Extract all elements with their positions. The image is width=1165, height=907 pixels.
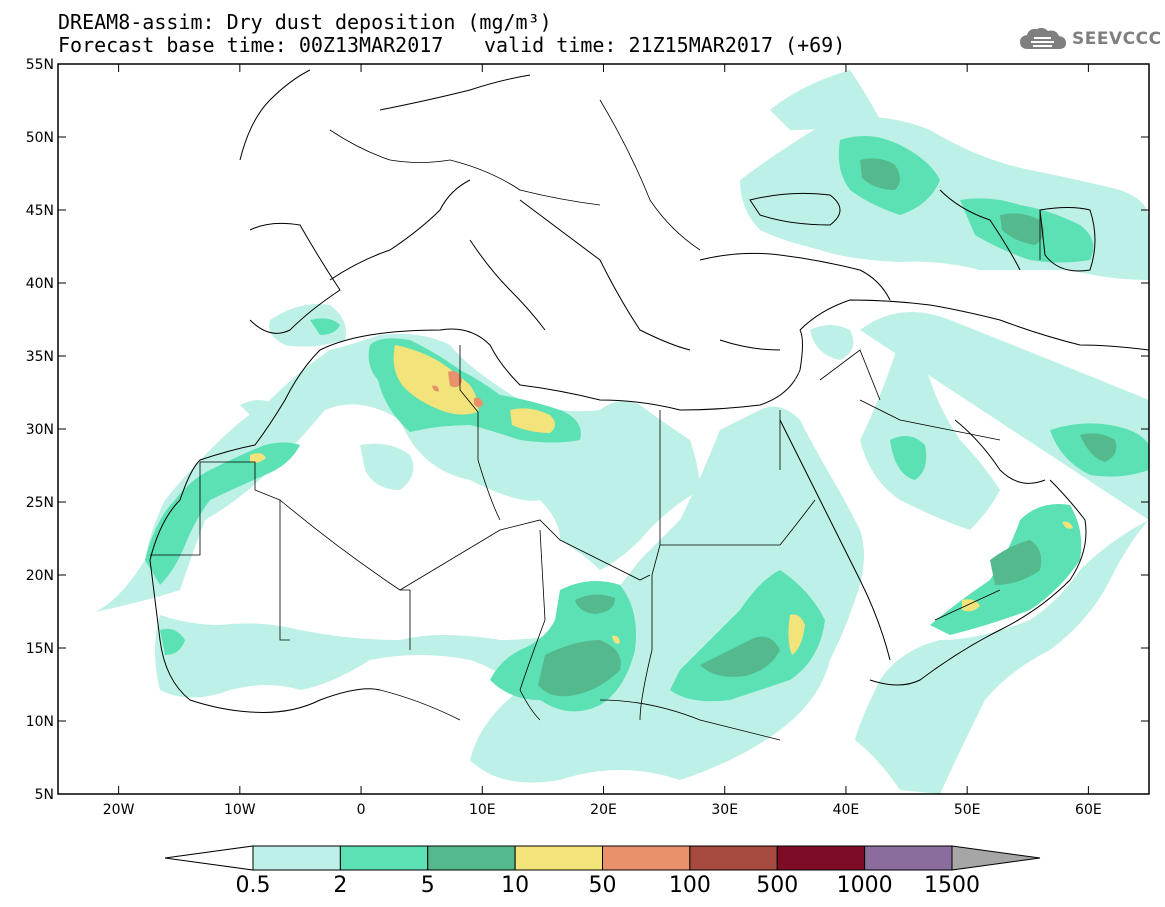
lon-label: 10W (224, 802, 256, 818)
colorbar-swatch (602, 845, 691, 871)
colorbar-tick-label: 5 (421, 873, 435, 898)
lon-label: 50E (954, 802, 981, 818)
colorbar-swatch (339, 845, 429, 871)
lat-label: 45N (26, 203, 54, 219)
colorbar-tick-label: 50 (589, 873, 617, 898)
colorbar-tick-label: 500 (756, 873, 798, 898)
colorbar-over-arrow (951, 845, 1041, 871)
latitude-axis: 55N 50N 45N 40N 35N 30N 25N 20N 15N 10N 5N (26, 57, 1149, 803)
colorbar-tick-label: 1000 (837, 873, 893, 898)
colorbar-under-arrow (164, 845, 254, 871)
lat-label: 55N (26, 57, 54, 73)
map-title: DREAM8-assim: Dry dust deposition (mg/m³… (58, 10, 552, 34)
lat-label: 30N (26, 422, 54, 438)
colorbar-swatch (427, 845, 516, 871)
lat-label: 35N (26, 349, 54, 365)
colorbar-tick-label: 10 (501, 873, 529, 898)
lon-label: 30E (711, 802, 738, 818)
lat-label: 50N (26, 130, 54, 146)
forecast-base-time: Forecast base time: 00Z13MAR2017 (58, 33, 444, 57)
lon-label: 0 (357, 802, 366, 818)
lat-label: 20N (26, 568, 54, 584)
level-5 (538, 158, 1117, 697)
colorbar-swatch (689, 845, 778, 871)
lat-label: 25N (26, 495, 54, 511)
longitude-axis: 20W 10W 0 10E 20E 30E 40E 50E 60E (103, 64, 1102, 818)
colorbar-tick-label: 1500 (924, 873, 980, 898)
colorbar-swatch (864, 845, 953, 871)
lat-label: 10N (26, 714, 54, 730)
lat-label: 5N (35, 787, 54, 803)
lon-label: 60E (1075, 802, 1102, 818)
colorbar-tick-label: 0.5 (236, 873, 271, 898)
lon-label: 20E (590, 802, 617, 818)
colorbar-swatch (252, 845, 341, 871)
level-50 (432, 371, 483, 408)
colorbar-swatch (776, 845, 866, 871)
lat-label: 15N (26, 641, 54, 657)
lon-label: 40E (833, 802, 860, 818)
colorbar-tick-label: 2 (333, 873, 347, 898)
valid-time: valid time: 21Z15MAR2017 (+69) (484, 33, 846, 57)
logo-text: SEEVCCC (1072, 29, 1162, 49)
cloud-icon (1020, 27, 1066, 49)
seevccc-logo: SEEVCCC (1018, 26, 1162, 52)
coastlines (149, 69, 1149, 713)
colorbar-tick-label: 100 (669, 873, 711, 898)
colorbar: 0.5 2 5 10 50 100 500 1000 1500 (164, 845, 1041, 898)
lon-label: 10E (469, 802, 496, 818)
colorbar-swatch (514, 845, 603, 871)
lon-label: 20W (103, 802, 135, 818)
borders (150, 99, 1041, 741)
level-10 (250, 345, 1073, 655)
lat-label: 40N (26, 276, 54, 292)
